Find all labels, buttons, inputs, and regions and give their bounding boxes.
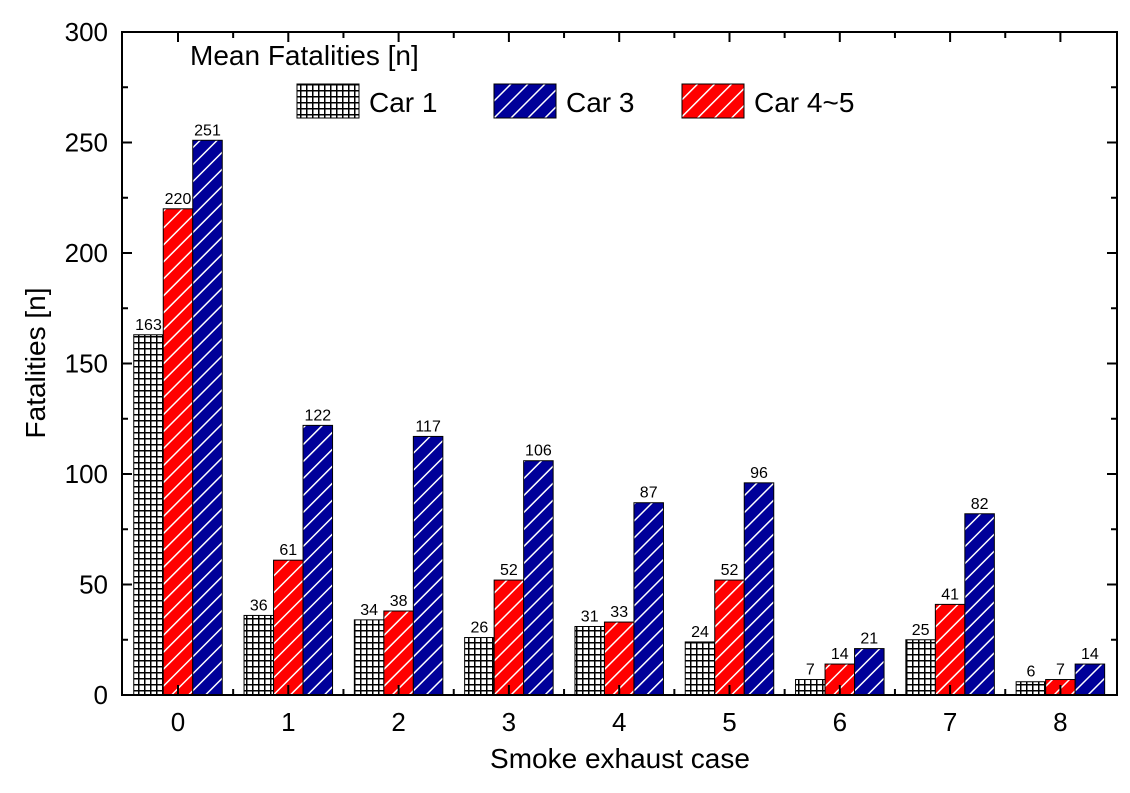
bar-car-4-5-case-5 bbox=[714, 579, 745, 696]
legend-items: Car 1 Car 3 Car 4~5 bbox=[296, 83, 854, 119]
data-label-car-4-5-case-2: 38 bbox=[390, 593, 408, 610]
bar-car-1-case-5 bbox=[684, 641, 716, 696]
y-tick-label: 200 bbox=[65, 238, 108, 268]
legend-label-car-3: Car 3 bbox=[566, 87, 634, 118]
bar-car-1-case-4 bbox=[574, 625, 605, 696]
legend-label-car-1: Car 1 bbox=[369, 87, 437, 118]
data-label-car-1-case-1: 36 bbox=[250, 597, 268, 614]
x-tick-label: 2 bbox=[391, 707, 405, 737]
bar-car-3-case-8 bbox=[1074, 663, 1106, 696]
legend: Mean Fatalities [n] Car 1 Car 3 Car 4~5 bbox=[190, 40, 854, 119]
data-label-car-1-case-4: 31 bbox=[581, 608, 599, 625]
bar-car-1-case-8 bbox=[1015, 681, 1047, 696]
data-label-car-4-5-case-1: 61 bbox=[279, 542, 297, 559]
bar-car-3-case-1 bbox=[302, 424, 334, 696]
x-axis-title: Smoke exhaust case bbox=[490, 743, 750, 774]
data-label-car-4-5-case-7: 41 bbox=[941, 586, 959, 603]
bar-car-3-case-6 bbox=[854, 648, 885, 696]
bar-car-3-case-0 bbox=[192, 139, 223, 696]
x-tick-label: 1 bbox=[281, 707, 295, 737]
bar-car-4-5-case-0 bbox=[162, 208, 194, 696]
legend-label-car-4-5: Car 4~5 bbox=[754, 87, 854, 118]
data-label-car-1-case-5: 24 bbox=[691, 624, 709, 641]
x-tick-label: 5 bbox=[722, 707, 736, 737]
bar-car-4-5-case-3 bbox=[493, 579, 525, 696]
data-label-car-3-case-0: 251 bbox=[194, 122, 221, 139]
bar-car-1-case-6 bbox=[795, 679, 826, 696]
bar-car-1-case-7 bbox=[905, 639, 936, 696]
bar-car-3-case-2 bbox=[412, 435, 444, 696]
data-label-car-1-case-3: 26 bbox=[471, 620, 489, 637]
x-tick-label: 0 bbox=[171, 707, 185, 737]
legend-title: Mean Fatalities [n] bbox=[190, 40, 419, 71]
y-tick-label: 0 bbox=[94, 680, 108, 710]
x-tick-label: 7 bbox=[943, 707, 957, 737]
bar-car-3-case-7 bbox=[964, 513, 995, 696]
x-tick-label: 3 bbox=[502, 707, 516, 737]
data-labels-layer: 163 220 251 36 61 122 34 38 117 26 52 106 31 33 87 24 52… bbox=[135, 122, 1099, 680]
bar-car-3-case-4 bbox=[633, 502, 664, 696]
x-tick-label: 4 bbox=[612, 707, 626, 737]
y-tick-label: 300 bbox=[65, 17, 108, 47]
y-tick-label: 250 bbox=[65, 128, 108, 158]
bar-car-4-5-case-4 bbox=[603, 621, 635, 696]
bar-car-4-5-case-7 bbox=[934, 603, 966, 696]
data-label-car-4-5-case-0: 220 bbox=[165, 191, 192, 208]
legend-swatch-car-1 bbox=[296, 83, 360, 119]
bar-car-1-case-3 bbox=[464, 637, 495, 696]
data-label-car-3-case-6: 21 bbox=[860, 631, 878, 648]
data-label-car-1-case-6: 7 bbox=[806, 662, 815, 679]
data-label-car-4-5-case-6: 14 bbox=[831, 646, 849, 663]
data-label-car-3-case-3: 106 bbox=[525, 443, 552, 460]
bar-car-4-5-case-1 bbox=[273, 559, 304, 696]
data-label-car-4-5-case-5: 52 bbox=[721, 562, 739, 579]
data-label-car-3-case-4: 87 bbox=[640, 485, 658, 502]
x-tick-label: 6 bbox=[833, 707, 847, 737]
data-label-car-1-case-8: 6 bbox=[1026, 664, 1035, 681]
y-axis-title: Fatalities [n] bbox=[20, 288, 51, 439]
bar-car-1-case-0 bbox=[133, 334, 164, 696]
data-label-car-1-case-0: 163 bbox=[135, 317, 162, 334]
data-label-car-4-5-case-4: 33 bbox=[610, 604, 628, 621]
legend-swatch-car-3 bbox=[493, 83, 557, 119]
y-tick-label: 150 bbox=[65, 349, 108, 379]
y-tick-label: 100 bbox=[65, 459, 108, 489]
bar-car-1-case-2 bbox=[353, 619, 385, 696]
data-label-car-4-5-case-3: 52 bbox=[500, 562, 518, 579]
data-label-car-1-case-2: 34 bbox=[360, 602, 378, 619]
x-tick-label: 8 bbox=[1053, 707, 1067, 737]
bar-car-3-case-3 bbox=[523, 460, 554, 696]
data-label-car-4-5-case-8: 7 bbox=[1056, 662, 1065, 679]
bar-car-4-5-case-2 bbox=[383, 610, 414, 696]
bar-car-3-case-5 bbox=[743, 482, 775, 696]
data-label-car-1-case-7: 25 bbox=[912, 622, 930, 639]
bar-car-1-case-1 bbox=[243, 614, 275, 696]
data-label-car-3-case-1: 122 bbox=[304, 407, 331, 424]
bars-layer bbox=[133, 139, 1106, 696]
data-label-car-3-case-8: 14 bbox=[1081, 646, 1099, 663]
legend-swatch-car-4-5 bbox=[681, 83, 745, 119]
y-tick-label: 50 bbox=[79, 570, 108, 600]
y-axis: 0 50 100 150 200 250 300 bbox=[65, 17, 1117, 710]
data-label-car-3-case-2: 117 bbox=[415, 418, 441, 435]
data-label-car-3-case-5: 96 bbox=[750, 465, 768, 482]
data-label-car-3-case-7: 82 bbox=[971, 496, 989, 513]
